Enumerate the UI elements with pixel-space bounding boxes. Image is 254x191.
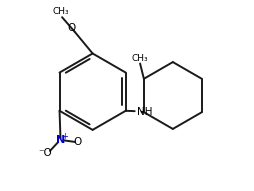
Text: NH: NH: [137, 107, 152, 117]
Text: ⁻O: ⁻O: [39, 148, 52, 158]
Text: O: O: [74, 137, 82, 147]
Text: CH₃: CH₃: [53, 7, 69, 16]
Text: +: +: [61, 132, 68, 141]
Text: CH₃: CH₃: [131, 54, 148, 63]
Text: N: N: [56, 135, 65, 145]
Text: O: O: [67, 23, 75, 33]
